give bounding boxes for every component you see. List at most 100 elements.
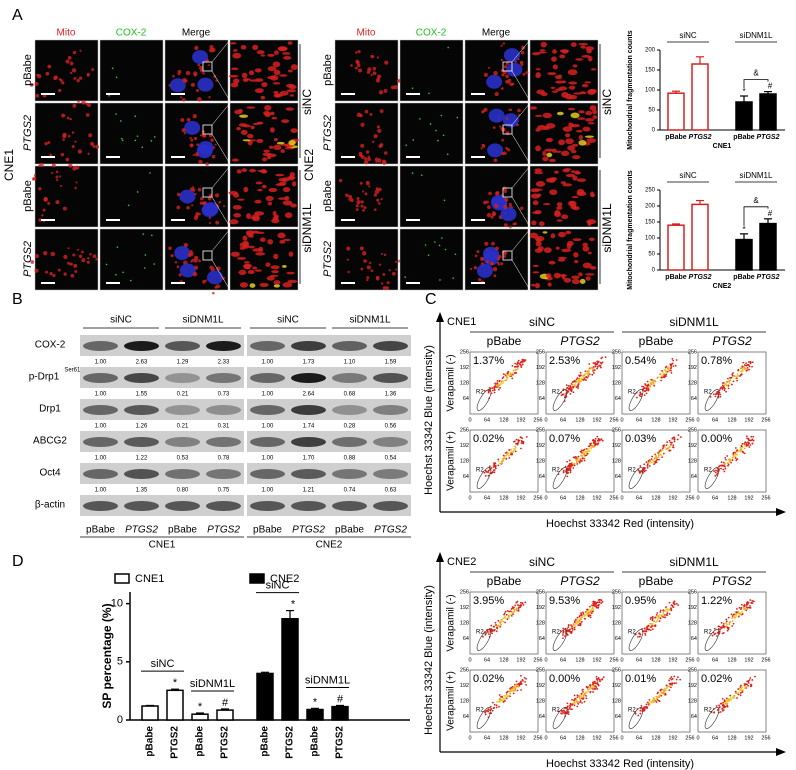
event [514,365,516,368]
event [665,373,668,376]
percentage: 2.53% [549,355,580,367]
mitochondria [60,152,65,157]
gate [704,467,720,489]
mitochondria [208,193,213,198]
mitochondria [168,246,172,251]
mitochondria [186,205,190,210]
mitochondria-zoom [263,149,270,153]
y-axis-label: Mitochondrial fragmentation counts [627,30,634,149]
event [518,683,521,686]
event [721,697,724,700]
mitochondria [373,208,377,212]
event [740,689,743,691]
x-tick-label: 128 [651,417,660,423]
event [671,363,673,365]
plot-frame [469,591,539,655]
event [597,599,600,601]
event [673,682,676,685]
row-label: PTGS2 [22,241,34,277]
cell-line-label: CNE1 [447,316,476,328]
event [505,378,508,381]
mitochondria [522,72,526,76]
event [655,621,657,623]
row-label: pBabe [322,180,334,212]
event [737,375,739,378]
zoom-box [202,187,213,198]
event [725,622,727,624]
density-value: 1.59 [385,360,397,366]
nucleus [206,270,223,285]
event [573,698,576,701]
event [735,692,738,695]
event [583,448,586,451]
event [492,389,494,392]
event [720,464,723,467]
event [653,379,656,382]
event [595,675,598,678]
mitochondria [218,200,222,204]
event [587,690,590,693]
mitochondria [202,72,205,75]
x-tick-label: 128 [651,735,660,741]
x-tick-label: 0 [620,495,623,501]
event [749,360,752,363]
mitochondria [366,278,369,282]
event [580,617,582,620]
event [580,379,583,382]
y-tick-label: 256 [460,589,469,595]
blot-background [247,495,411,516]
event [583,700,586,703]
mitochondria-zoom [243,186,249,193]
event [648,460,651,463]
mitochondria [61,113,66,118]
mitochondria-zoom [585,110,593,116]
mitochondria-zoom [283,56,292,60]
event [522,679,524,682]
mitochondria [62,206,67,211]
event [739,692,742,694]
mitochondria-zoom [255,181,263,185]
event [498,705,500,708]
mitochondria-zoom [265,262,271,267]
cox2-signal [427,254,430,256]
event [748,368,750,371]
mitochondria-zoom [254,199,262,204]
column-label: pBabe [487,334,522,348]
event [732,372,734,374]
y-tick-label: 64 [691,474,697,480]
lane-label: pBabe [335,525,364,536]
mitochondria-zoom [561,150,570,157]
mitochondria-zoom [284,196,290,201]
blot-band [124,469,159,479]
percentage: 1.37% [473,355,504,367]
event [720,467,722,470]
event [517,607,520,610]
event [715,469,717,472]
mitochondria-zoom [553,272,561,279]
blot-band [332,405,367,415]
mitochondria [177,72,181,76]
event [562,470,565,473]
mitochondria-zoom [271,116,278,120]
event [499,698,501,700]
mitochondria [180,117,185,122]
event [570,630,572,633]
event [646,627,649,630]
event [651,455,654,458]
mitochondria-zoom [571,275,580,279]
event [731,373,734,376]
lane-label: pBabe [86,525,115,536]
event [644,469,647,472]
mitochondria [500,58,503,62]
blot-band [291,437,326,447]
event [592,691,594,693]
mitochondria [503,189,508,194]
event [721,382,724,384]
mitochondria-zoom [546,152,553,158]
mitochondria [364,192,368,196]
event [516,368,519,370]
event [524,359,527,361]
event [566,708,569,711]
event [745,362,747,365]
event [581,460,583,462]
